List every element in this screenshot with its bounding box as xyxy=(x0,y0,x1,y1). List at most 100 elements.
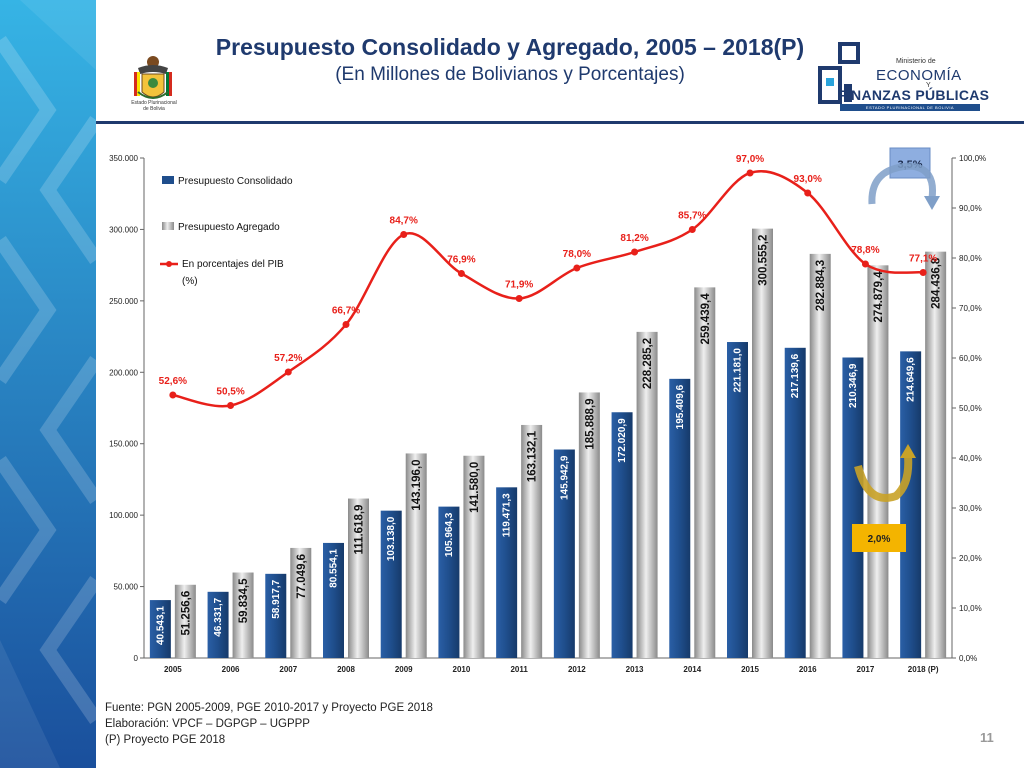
bar-agregado-label: 111.618,9 xyxy=(354,505,366,555)
bar-agregado-label: 59.834,5 xyxy=(238,578,250,623)
bar-agregado-label: 185.888,9 xyxy=(584,398,596,449)
bar-agregado-label: 282.884,3 xyxy=(815,260,827,311)
bar-consolidado xyxy=(842,357,864,658)
y2-tick-label: 100,0% xyxy=(959,154,986,163)
percent-point xyxy=(573,264,581,272)
percent-point xyxy=(631,248,639,256)
bar-agregado xyxy=(348,498,369,658)
bar-consolidado-label: 103.138,0 xyxy=(386,516,397,561)
y2-tick-label: 20,0% xyxy=(959,554,982,563)
bar-consolidado xyxy=(438,506,460,658)
bar-consolidado xyxy=(553,449,575,658)
percent-label: 84,7% xyxy=(390,216,418,227)
percent-label: 52,6% xyxy=(159,376,187,387)
annotation-label-orange: 2,0% xyxy=(868,534,891,545)
x-tick-label: 2014 xyxy=(683,665,701,674)
bar-consolidado-label: 119.471,3 xyxy=(502,493,513,537)
budget-chart: 0 50.000 100.000 150.000 200.000 250.000 300.0… xyxy=(109,147,986,674)
bar-consolidado-label: 145.942,9 xyxy=(559,455,570,500)
bar-consolidado-label: 172.020,9 xyxy=(617,418,628,463)
bar-consolidado-label: 221.181,0 xyxy=(733,348,744,393)
percent-point xyxy=(515,295,523,302)
percent-point xyxy=(457,270,465,277)
footnote-source: Fuente: PGN 2005-2009, PGE 2010-2017 y P… xyxy=(105,702,433,714)
percent-label: 50,5% xyxy=(216,387,244,398)
x-tick-label: 2009 xyxy=(395,665,413,674)
bar-consolidado-label: 80.554,1 xyxy=(328,548,339,587)
bar-agregado xyxy=(867,265,889,658)
percent-label: 76,9% xyxy=(447,255,475,266)
bar-agregado-label: 274.879,4 xyxy=(873,271,885,323)
x-tick-label: 2005 xyxy=(164,665,182,674)
bar-agregado-label: 141.580,0 xyxy=(469,462,481,513)
percent-point xyxy=(804,189,812,197)
bar-agregado xyxy=(578,392,600,658)
percent-label: 78,8% xyxy=(851,245,879,256)
x-tick-label: 2017 xyxy=(857,665,875,674)
legend-label-consolidado: Presupuesto Consolidado xyxy=(178,176,293,187)
legend-swatch-agregado xyxy=(162,222,174,230)
chart-annotations: 3,5%2,0% xyxy=(852,147,940,552)
y2-tick-label: 10,0% xyxy=(959,604,982,613)
bar-consolidado-label: 58.917,7 xyxy=(271,579,282,618)
slide-subtitle: (En Millones de Bolivianos y Porcentajes… xyxy=(335,64,685,85)
y-tick-label: 50.000 xyxy=(114,583,139,592)
bolivia-coat-of-arms-logo xyxy=(134,56,172,99)
arrow-up-icon xyxy=(854,455,913,502)
arrow-down-head-icon xyxy=(924,196,940,210)
bar-consolidado xyxy=(323,542,344,658)
y2-tick-label: 80,0% xyxy=(959,254,982,263)
y-tick-label: 100.000 xyxy=(109,511,138,520)
bar-agregado xyxy=(463,455,485,658)
chart-percent-line: 52,6% 50,5% 57,2% 66,7% 84,7% 76,9% 71,9% 78,0%… xyxy=(159,154,937,409)
arrow-up-head-icon xyxy=(900,444,916,458)
percent-label: 93,0% xyxy=(794,174,822,185)
bar-agregado xyxy=(809,253,831,658)
page-number: 11 xyxy=(980,730,994,745)
percent-point xyxy=(688,226,696,233)
ministry-label-finanzas: FINANZAS PÚBLICAS xyxy=(838,87,990,103)
legend-swatch-consolidado xyxy=(162,176,174,184)
percent-label: 81,2% xyxy=(620,233,648,244)
percent-label: 77,1% xyxy=(909,254,937,265)
bar-agregado xyxy=(405,453,427,658)
ministry-label-small: Ministerio de xyxy=(896,58,936,65)
bar-consolidado-label: 210.346,9 xyxy=(848,363,859,408)
y2-tick-label: 70,0% xyxy=(959,304,982,313)
ministry-logo: Ministerio de ECONOMÍA Y FINANZAS PÚBLIC… xyxy=(818,38,1008,118)
bar-consolidado xyxy=(207,591,229,658)
y2-tick-label: 90,0% xyxy=(959,204,982,213)
percent-point xyxy=(342,321,350,328)
x-tick-label: 2010 xyxy=(453,665,471,674)
chart-axes: 0 50.000 100.000 150.000 200.000 250.000 300.0… xyxy=(109,154,986,674)
bar-consolidado-label: 46.331,7 xyxy=(213,597,224,636)
bar-agregado-label: 284.436,8 xyxy=(931,257,943,309)
percent-label: 57,2% xyxy=(274,353,302,364)
x-tick-label: 2012 xyxy=(568,665,586,674)
bar-consolidado xyxy=(784,347,806,658)
y2-tick-label: 30,0% xyxy=(959,504,982,513)
y-tick-label: 350.000 xyxy=(109,154,138,163)
bar-consolidado xyxy=(265,573,287,658)
chart-legend: Presupuesto Consolidado Presupuesto Agreg… xyxy=(160,176,293,287)
bar-consolidado-label: 195.409,6 xyxy=(675,384,686,429)
bar-agregado xyxy=(694,287,716,658)
percent-point xyxy=(919,269,927,276)
ministry-label-estado: ESTADO PLURINACIONAL DE BOLIVIA xyxy=(840,104,980,111)
bar-agregado xyxy=(636,331,658,658)
percent-label: 85,7% xyxy=(678,211,706,222)
y2-tick-label: 40,0% xyxy=(959,454,982,463)
x-tick-label: 2008 xyxy=(337,665,355,674)
ministry-label-economia: ECONOMÍA xyxy=(876,67,962,84)
crest-caption-line2: de Bolivia xyxy=(143,106,165,112)
y-tick-label: 300.000 xyxy=(109,225,138,234)
decorative-side-band xyxy=(0,0,96,768)
chart-bars: 40.543,1 51.256,6 46.331,7 59.834,5 58.917,7… xyxy=(149,228,947,658)
percent-label: 78,0% xyxy=(563,249,591,260)
y-tick-label: 0 xyxy=(134,654,139,663)
y-tick-label: 250.000 xyxy=(109,297,138,306)
annotation-badge-orange xyxy=(852,524,906,552)
footnote-elaboracion: Elaboración: VPCF – DGPGP – UGPPP xyxy=(105,718,310,730)
bar-agregado-label: 143.196,0 xyxy=(411,459,423,510)
